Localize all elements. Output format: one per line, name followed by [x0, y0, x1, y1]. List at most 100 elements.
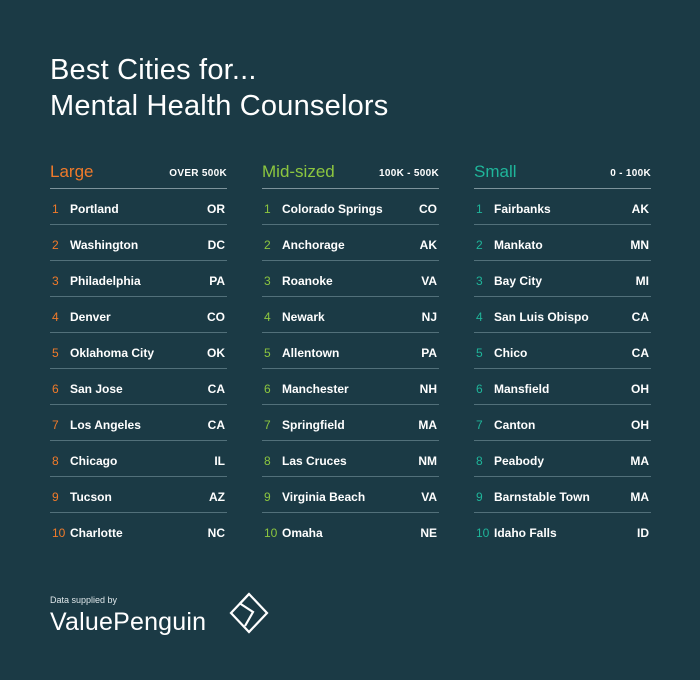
- city-list-small: 1 Fairbanks AK 2 Mankato MN 3 Bay City MI 4 San…: [474, 189, 651, 548]
- column-range-small: 0 - 100K: [610, 168, 651, 179]
- list-item: 4 San Luis Obispo CA: [474, 297, 651, 333]
- state-code: VA: [421, 490, 437, 504]
- state-code: CO: [207, 310, 225, 324]
- column-small: Small 0 - 100K 1 Fairbanks AK 2 Mankato MN 3…: [474, 160, 651, 548]
- city-name: Portland: [70, 202, 119, 216]
- state-code: OK: [207, 346, 225, 360]
- city-name: Bay City: [494, 274, 543, 288]
- state-code: MA: [630, 454, 649, 468]
- list-item: 1 Colorado Springs CO: [262, 189, 439, 225]
- rank: 3: [264, 274, 271, 288]
- city-list-large: 1 Portland OR 2 Washington DC 3 Philadelphia P…: [50, 189, 227, 548]
- state-code: CO: [419, 202, 437, 216]
- state-code: OH: [631, 382, 649, 396]
- title-line-1: Best Cities for...: [50, 54, 257, 86]
- state-code: CA: [631, 310, 649, 324]
- state-code: MN: [630, 238, 649, 252]
- state-code: CA: [631, 346, 649, 360]
- rank: 2: [52, 238, 59, 252]
- list-item: 6 San Jose CA: [50, 369, 227, 405]
- city-name: Idaho Falls: [494, 526, 557, 540]
- rank: 2: [476, 238, 483, 252]
- city-name: Oklahoma City: [70, 346, 155, 360]
- city-name: Fairbanks: [494, 202, 551, 216]
- rank: 1: [264, 202, 271, 216]
- brand-wordmark: ValuePenguin: [50, 608, 207, 636]
- rank: 1: [52, 202, 59, 216]
- city-name: Tucson: [70, 490, 112, 504]
- list-item: 10 Charlotte NC: [50, 513, 227, 548]
- state-code: OH: [631, 418, 649, 432]
- list-item: 9 Barnstable Town MA: [474, 477, 651, 513]
- list-item: 8 Peabody MA: [474, 441, 651, 477]
- rank: 7: [264, 418, 271, 432]
- rank: 10: [476, 526, 490, 540]
- rank: 3: [52, 274, 59, 288]
- city-name: Allentown: [282, 346, 340, 360]
- city-name: Colorado Springs: [282, 202, 383, 216]
- city-name: Newark: [282, 310, 325, 324]
- city-name: Las Cruces: [282, 454, 347, 468]
- rank: 7: [52, 418, 59, 432]
- list-item: 2 Washington DC: [50, 225, 227, 261]
- city-name: Barnstable Town: [494, 490, 590, 504]
- state-code: MA: [630, 490, 649, 504]
- state-code: IL: [214, 454, 225, 468]
- city-name: Mankato: [494, 238, 543, 252]
- city-name: Philadelphia: [70, 274, 141, 288]
- list-item: 2 Mankato MN: [474, 225, 651, 261]
- list-item: 3 Philadelphia PA: [50, 261, 227, 297]
- list-item: 9 Tucson AZ: [50, 477, 227, 513]
- state-code: PA: [421, 346, 437, 360]
- rank: 9: [476, 490, 483, 504]
- list-item: 1 Fairbanks AK: [474, 189, 651, 225]
- state-code: CA: [207, 418, 225, 432]
- list-item: 4 Denver CO: [50, 297, 227, 333]
- column-header-large: Large OVER 500K: [50, 160, 227, 189]
- list-item: 7 Springfield MA: [262, 405, 439, 441]
- list-item: 1 Portland OR: [50, 189, 227, 225]
- state-code: NH: [419, 382, 437, 396]
- column-large: Large OVER 500K 1 Portland OR 2 Washington D…: [50, 160, 227, 548]
- city-name: Springfield: [282, 418, 345, 432]
- city-name: Charlotte: [70, 526, 123, 540]
- state-code: NM: [418, 454, 437, 468]
- list-item: 6 Manchester NH: [262, 369, 439, 405]
- list-item: 9 Virginia Beach VA: [262, 477, 439, 513]
- state-code: AZ: [209, 490, 225, 504]
- city-name: Omaha: [282, 526, 323, 540]
- rank: 8: [52, 454, 59, 468]
- city-name: Peabody: [494, 454, 545, 468]
- column-title-mid-sized: Mid-sized: [262, 162, 335, 181]
- column-header-mid-sized: Mid-sized 100K - 500K: [262, 160, 439, 189]
- city-name: San Jose: [70, 382, 123, 396]
- data-supplied-by-label: Data supplied by: [50, 595, 118, 605]
- rank: 6: [52, 382, 59, 396]
- state-code: VA: [421, 274, 437, 288]
- rank: 10: [264, 526, 278, 540]
- city-name: Washington: [70, 238, 139, 252]
- list-item: 10 Omaha NE: [262, 513, 439, 548]
- rank: 10: [52, 526, 66, 540]
- state-code: CA: [207, 382, 225, 396]
- state-code: DC: [207, 238, 225, 252]
- rank: 1: [476, 202, 483, 216]
- rank: 4: [52, 310, 59, 324]
- city-name: Manchester: [282, 382, 349, 396]
- column-title-small: Small: [474, 162, 517, 181]
- rank: 9: [264, 490, 271, 504]
- state-code: PA: [209, 274, 225, 288]
- city-name: Los Angeles: [70, 418, 141, 432]
- rank: 4: [264, 310, 271, 324]
- list-item: 5 Oklahoma City OK: [50, 333, 227, 369]
- list-item: 5 Allentown PA: [262, 333, 439, 369]
- list-item: 6 Mansfield OH: [474, 369, 651, 405]
- state-code: ID: [637, 526, 649, 540]
- rank: 9: [52, 490, 59, 504]
- rank: 7: [476, 418, 483, 432]
- list-item: 7 Los Angeles CA: [50, 405, 227, 441]
- city-name: Chicago: [70, 454, 118, 468]
- rank: 8: [476, 454, 483, 468]
- rank: 2: [264, 238, 271, 252]
- state-code: MI: [635, 274, 649, 288]
